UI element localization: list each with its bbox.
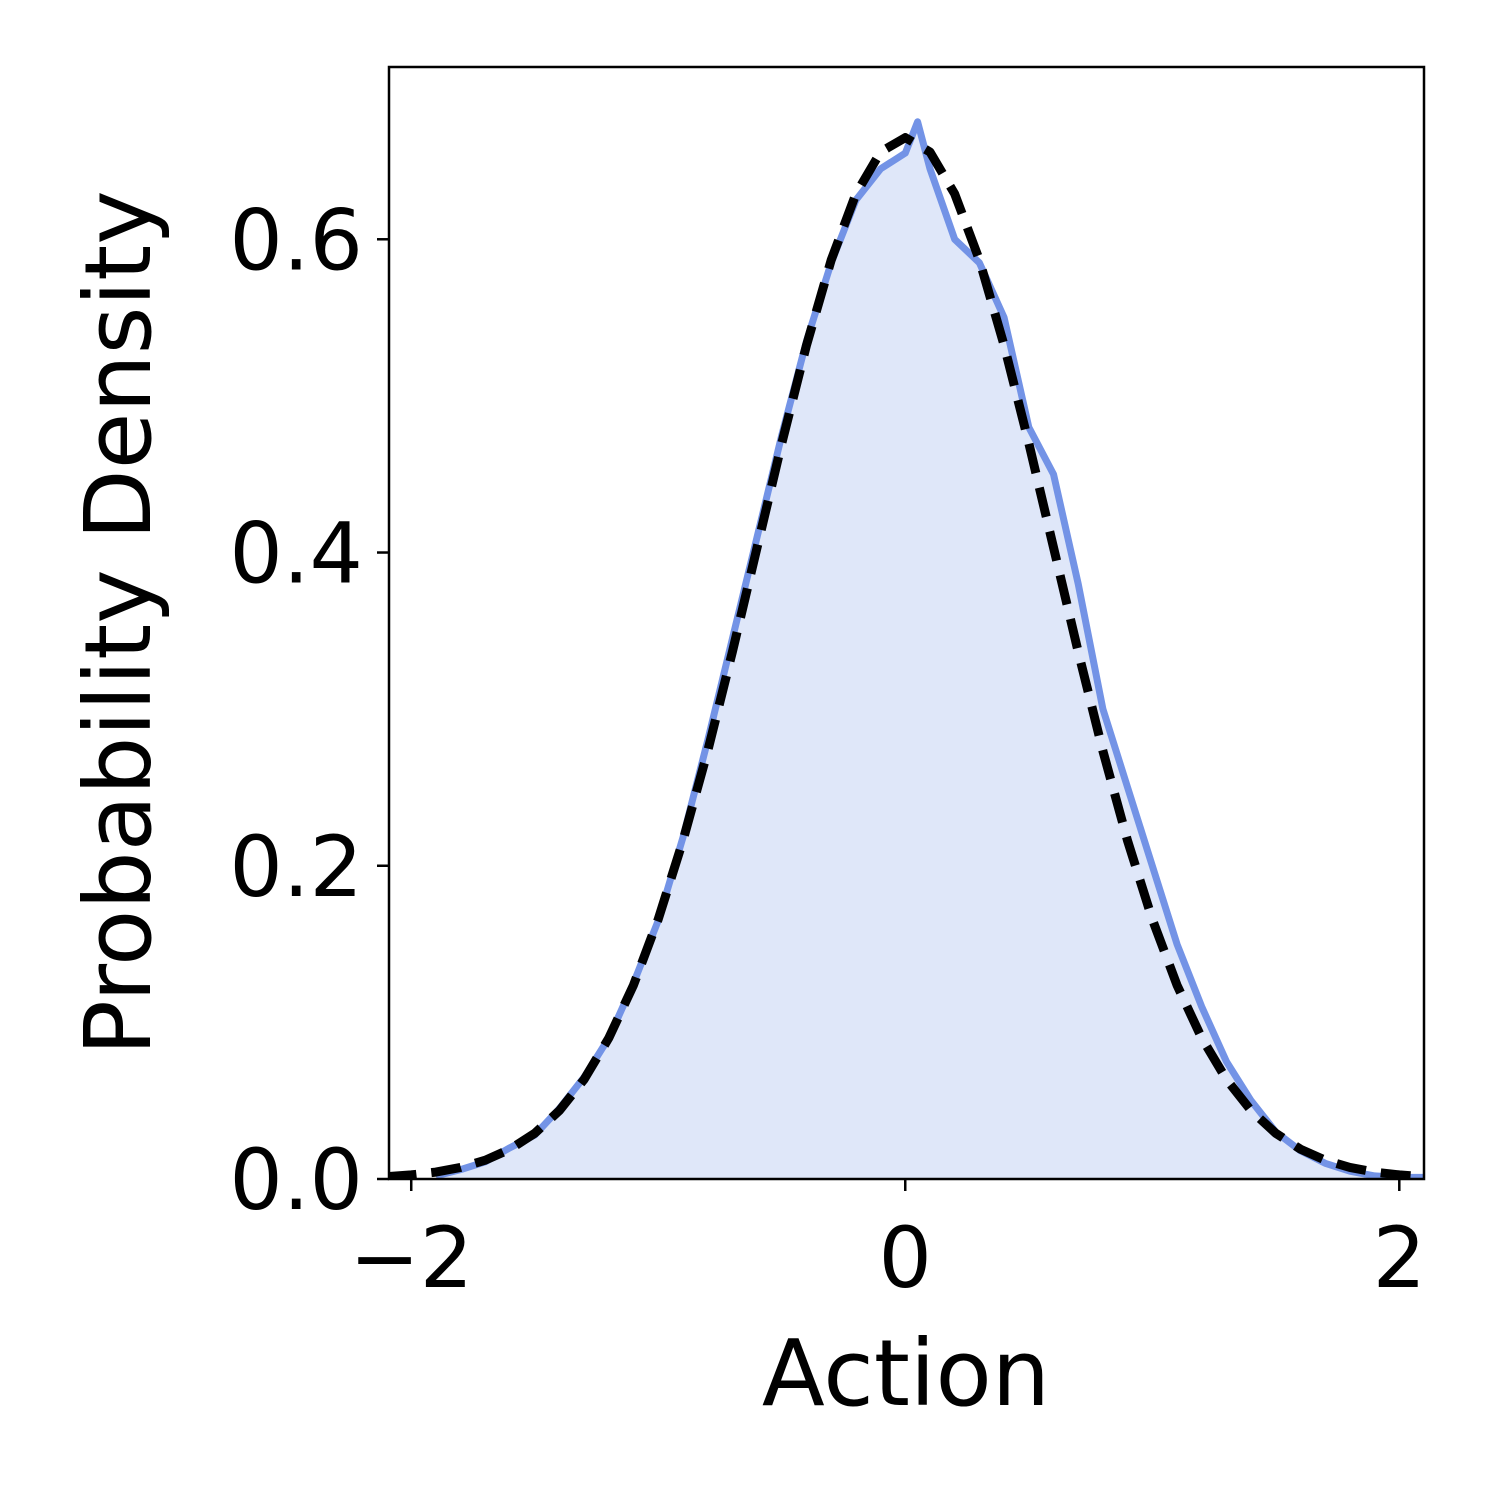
x-tick-label: 2 xyxy=(1373,1209,1426,1307)
density-area xyxy=(435,121,1424,1179)
y-tick-label: 0.0 xyxy=(229,1131,363,1229)
y-axis-label: Probability Density xyxy=(65,190,172,1055)
density-line xyxy=(389,133,1424,1179)
y-tick-label: 0.4 xyxy=(229,505,363,603)
x-tick-label: 0 xyxy=(879,1209,932,1307)
y-tick-label: 0.2 xyxy=(229,818,363,916)
x-tick-label: −2 xyxy=(349,1209,473,1307)
y-tick-label: 0.6 xyxy=(229,191,363,289)
x-axis-label: Action xyxy=(762,1320,1050,1427)
